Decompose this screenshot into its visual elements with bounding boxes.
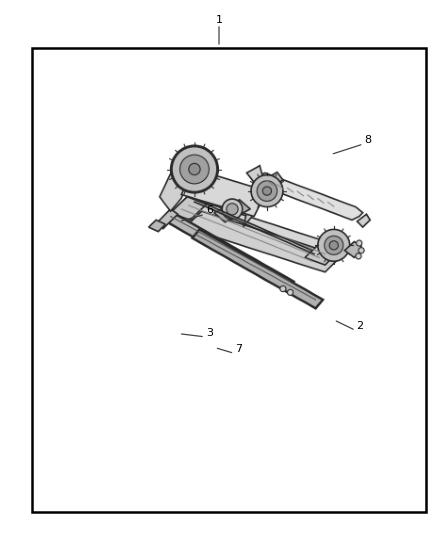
- Text: 2: 2: [357, 321, 364, 331]
- Text: 7: 7: [235, 344, 242, 354]
- Text: 3: 3: [206, 328, 213, 337]
- Text: 8: 8: [364, 135, 371, 144]
- Bar: [32, 48, 426, 512]
- Text: 6: 6: [206, 205, 213, 215]
- Text: 1: 1: [215, 15, 223, 25]
